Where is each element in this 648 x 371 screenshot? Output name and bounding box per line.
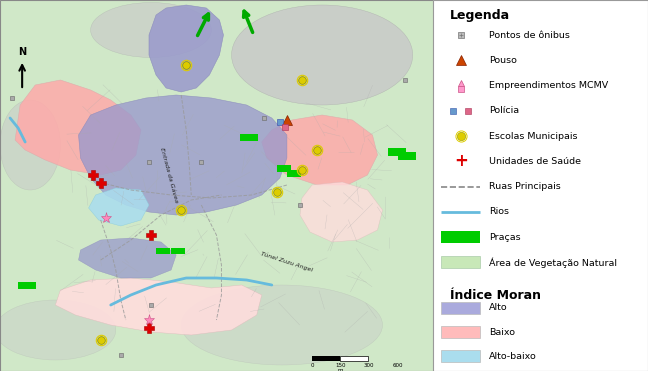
Text: Pontos de ônibus: Pontos de ônibus	[489, 31, 570, 40]
Text: N: N	[18, 47, 26, 57]
Ellipse shape	[0, 100, 60, 190]
Polygon shape	[262, 115, 378, 185]
Polygon shape	[89, 188, 149, 226]
Bar	[240, 134, 258, 141]
Text: Escolas Municipais: Escolas Municipais	[489, 132, 577, 141]
Text: 300: 300	[363, 363, 374, 368]
Bar	[441, 350, 480, 362]
Ellipse shape	[0, 300, 116, 360]
Polygon shape	[149, 5, 224, 92]
Text: Praças: Praças	[489, 233, 520, 242]
Bar	[277, 165, 291, 172]
Bar	[398, 152, 416, 160]
Text: Polícia: Polícia	[489, 106, 519, 115]
Text: 150: 150	[335, 363, 345, 368]
Text: Túnel Zuzu Angel: Túnel Zuzu Angel	[260, 251, 314, 273]
Text: Ruas Principais: Ruas Principais	[489, 182, 561, 191]
Text: 0: 0	[310, 363, 314, 368]
Text: Índice Moran: Índice Moran	[450, 289, 541, 302]
Polygon shape	[78, 95, 287, 215]
Text: Alto: Alto	[489, 303, 507, 312]
Bar	[388, 148, 406, 156]
Text: Unidades de Saúde: Unidades de Saúde	[489, 157, 581, 166]
Bar	[312, 356, 340, 361]
Bar	[156, 248, 170, 254]
Text: Baixo: Baixo	[489, 328, 515, 336]
Polygon shape	[15, 80, 141, 175]
Text: Área de Vegetação Natural: Área de Vegetação Natural	[489, 257, 617, 267]
Polygon shape	[300, 182, 382, 242]
Text: 600: 600	[393, 363, 403, 368]
Bar	[171, 248, 185, 254]
Ellipse shape	[231, 5, 413, 105]
Polygon shape	[78, 238, 176, 278]
Text: m: m	[338, 368, 343, 371]
Text: Pouso: Pouso	[489, 56, 516, 65]
Bar	[441, 302, 480, 314]
Polygon shape	[55, 278, 262, 335]
Text: Entrada da Gávea: Entrada da Gávea	[159, 147, 179, 203]
Bar	[441, 231, 480, 243]
Text: Rios: Rios	[489, 207, 509, 216]
Bar	[287, 170, 301, 177]
Text: Empreendimentos MCMV: Empreendimentos MCMV	[489, 81, 608, 90]
Bar	[441, 326, 480, 338]
Text: Legenda: Legenda	[450, 9, 510, 22]
Text: +: +	[454, 152, 468, 170]
Bar	[441, 256, 480, 268]
Bar	[340, 356, 369, 361]
Text: Alto-baixo: Alto-baixo	[489, 352, 537, 361]
Ellipse shape	[181, 285, 382, 365]
Ellipse shape	[91, 3, 211, 58]
Bar	[18, 282, 36, 289]
